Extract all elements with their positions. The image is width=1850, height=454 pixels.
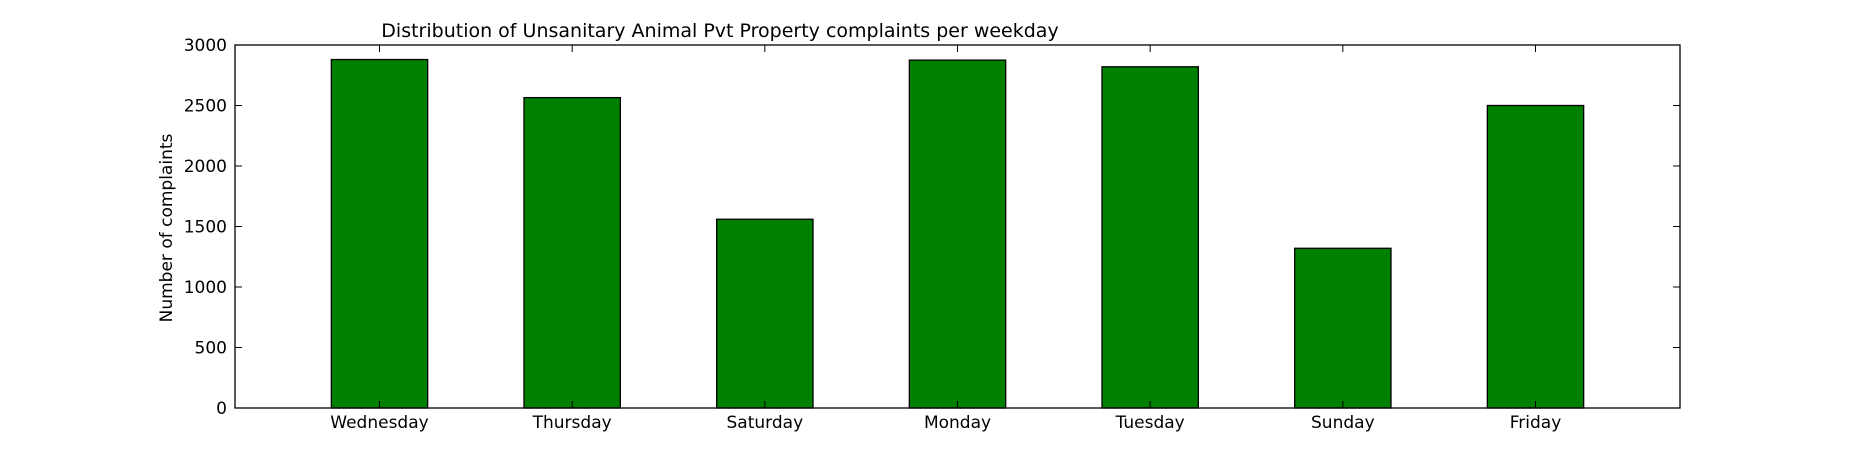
y-tick-label: 3000 bbox=[184, 36, 227, 56]
x-tick-label-monday: Monday bbox=[924, 413, 991, 433]
plot-area: 0 500 1000 1500 2000 2500 3000 Wednesday Thursda… bbox=[184, 36, 1681, 433]
bar-friday bbox=[1486, 104, 1585, 409]
x-tick-label-saturday: Saturday bbox=[727, 413, 804, 433]
bar-sunday bbox=[1294, 247, 1392, 409]
bar-tuesday bbox=[1101, 66, 1199, 409]
y-tick-label: 2000 bbox=[184, 157, 227, 177]
x-tick-label-tuesday: Tuesday bbox=[1115, 413, 1185, 433]
x-tick-label-thursday: Thursday bbox=[532, 413, 612, 433]
y-tick-label: 1500 bbox=[184, 218, 227, 238]
y-tick-label: 2500 bbox=[184, 97, 227, 117]
x-tick-label-friday: Friday bbox=[1510, 413, 1562, 433]
bar-thursday bbox=[523, 96, 621, 409]
bar-monday bbox=[908, 59, 1007, 409]
y-axis-label: Number of complaints bbox=[157, 133, 177, 322]
bar-wednesday bbox=[330, 58, 429, 409]
chart-title: Distribution of Unsanitary Animal Pvt Pr… bbox=[381, 20, 1058, 42]
bar-saturday bbox=[716, 218, 814, 409]
x-tick-label-sunday: Sunday bbox=[1311, 413, 1375, 433]
y-tick-label: 0 bbox=[216, 399, 227, 419]
plot-frame bbox=[234, 44, 1681, 409]
y-tick-label: 1000 bbox=[184, 278, 227, 298]
y-tick-label: 500 bbox=[195, 339, 227, 359]
x-tick-label-wednesday: Wednesday bbox=[330, 413, 428, 433]
